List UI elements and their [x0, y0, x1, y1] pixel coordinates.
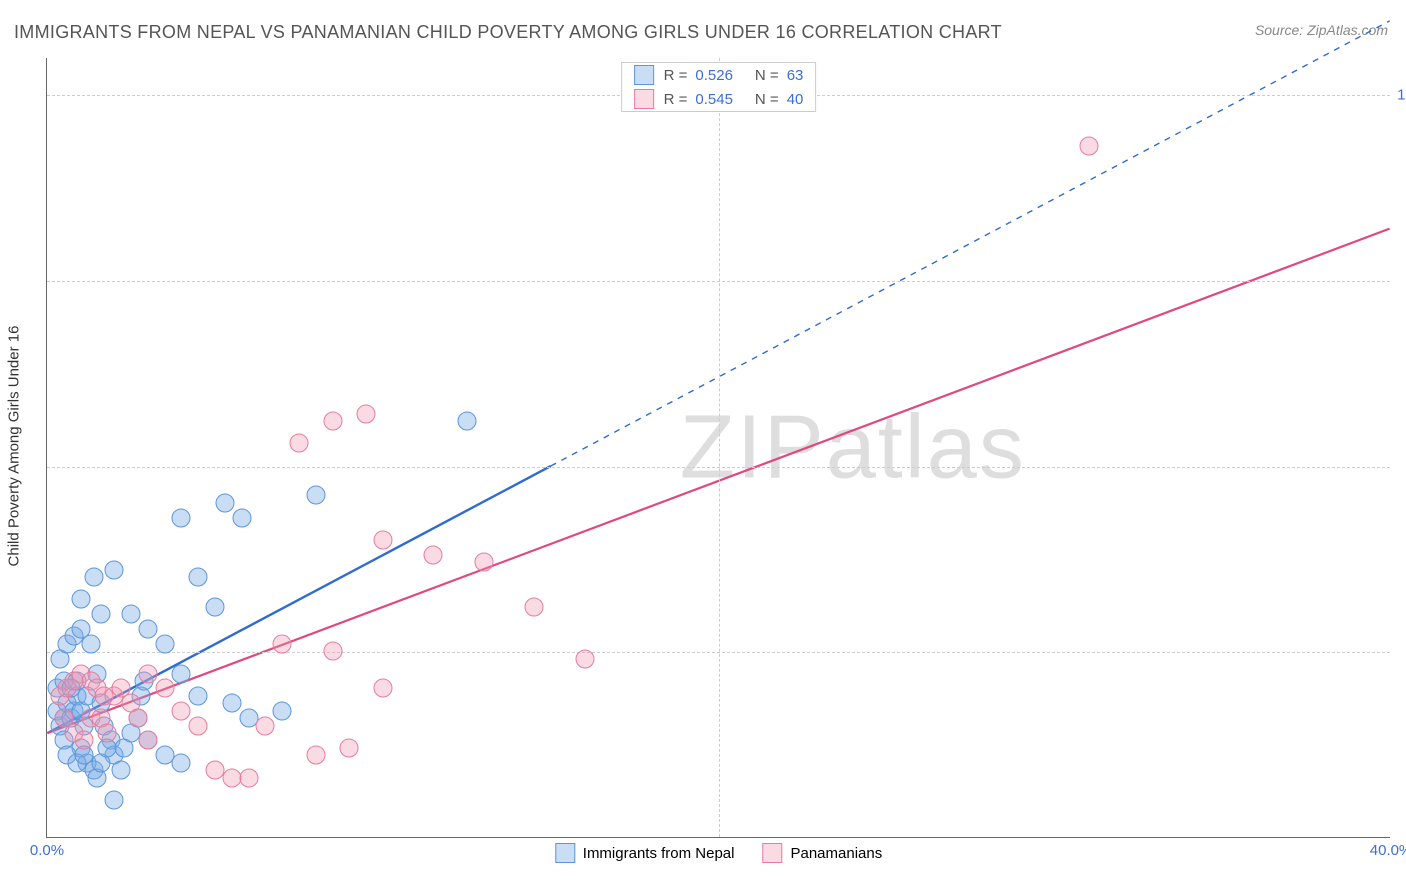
scatter-point-nepal [172, 753, 191, 772]
y-tick-label: 100.0% [1393, 87, 1406, 104]
scatter-point-nepal [138, 620, 157, 639]
scatter-point-panama [138, 664, 157, 683]
swatch-panama-icon [762, 843, 782, 863]
scatter-point-panama [306, 746, 325, 765]
scatter-point-panama [138, 731, 157, 750]
watermark: ZIPatlas [680, 396, 1026, 499]
scatter-point-nepal [222, 694, 241, 713]
scatter-point-nepal [91, 605, 110, 624]
scatter-point-panama [323, 412, 342, 431]
legend-row-nepal: R = 0.526 N = 63 [622, 63, 816, 87]
legend-item-nepal: Immigrants from Nepal [555, 843, 735, 863]
scatter-point-panama [374, 679, 393, 698]
scatter-point-nepal [189, 686, 208, 705]
scatter-point-nepal [189, 568, 208, 587]
scatter-point-nepal [232, 508, 251, 527]
scatter-point-panama [340, 738, 359, 757]
scatter-point-nepal [105, 790, 124, 809]
r-value-nepal: 0.526 [695, 67, 733, 84]
scatter-point-panama [290, 434, 309, 453]
scatter-point-panama [98, 724, 117, 743]
scatter-point-panama [374, 530, 393, 549]
scatter-point-nepal [111, 761, 130, 780]
n-value-nepal: 63 [787, 67, 804, 84]
scatter-point-panama [525, 597, 544, 616]
y-tick-label: 25.0% [1393, 644, 1406, 661]
scatter-point-panama [273, 634, 292, 653]
swatch-nepal-icon [555, 843, 575, 863]
scatter-point-nepal [216, 493, 235, 512]
scatter-point-nepal [306, 486, 325, 505]
x-tick-label: 0.0% [30, 842, 64, 859]
scatter-point-panama [474, 553, 493, 572]
y-tick-label: 75.0% [1393, 272, 1406, 289]
legend-label-nepal: Immigrants from Nepal [583, 845, 735, 862]
legend-row-panama: R = 0.545 N = 40 [622, 87, 816, 111]
scatter-point-nepal [155, 634, 174, 653]
scatter-point-panama [155, 679, 174, 698]
series-legend: Immigrants from Nepal Panamanians [555, 843, 882, 863]
scatter-point-nepal [273, 701, 292, 720]
scatter-point-panama [172, 701, 191, 720]
y-tick-label: 50.0% [1393, 458, 1406, 475]
swatch-nepal-icon [634, 65, 654, 85]
scatter-plot: ZIPatlas R = 0.526 N = 63 R = 0.545 N = … [46, 58, 1390, 838]
scatter-point-nepal [458, 412, 477, 431]
scatter-point-panama [575, 649, 594, 668]
scatter-point-nepal [85, 568, 104, 587]
scatter-point-panama [239, 768, 258, 787]
scatter-point-panama [256, 716, 275, 735]
scatter-point-panama [1079, 137, 1098, 156]
chart-title: IMMIGRANTS FROM NEPAL VS PANAMANIAN CHIL… [14, 22, 1002, 43]
correlation-legend: R = 0.526 N = 63 R = 0.545 N = 40 [621, 62, 817, 112]
legend-item-panama: Panamanians [762, 843, 882, 863]
source-credit: Source: ZipAtlas.com [1255, 22, 1388, 38]
scatter-point-panama [323, 642, 342, 661]
scatter-point-nepal [206, 597, 225, 616]
scatter-point-nepal [172, 664, 191, 683]
scatter-point-panama [128, 709, 147, 728]
scatter-point-nepal [122, 605, 141, 624]
scatter-point-nepal [81, 634, 100, 653]
scatter-point-panama [424, 545, 443, 564]
scatter-point-nepal [172, 508, 191, 527]
y-axis-label: Child Poverty Among Girls Under 16 [6, 326, 23, 567]
scatter-point-nepal [105, 560, 124, 579]
scatter-point-nepal [71, 590, 90, 609]
vgridline [719, 58, 720, 837]
n-value-panama: 40 [787, 91, 804, 108]
scatter-point-panama [189, 716, 208, 735]
x-tick-label: 40.0% [1370, 842, 1406, 859]
swatch-panama-icon [634, 89, 654, 109]
scatter-point-panama [357, 404, 376, 423]
legend-label-panama: Panamanians [790, 845, 882, 862]
r-value-panama: 0.545 [695, 91, 733, 108]
scatter-point-panama [74, 731, 93, 750]
